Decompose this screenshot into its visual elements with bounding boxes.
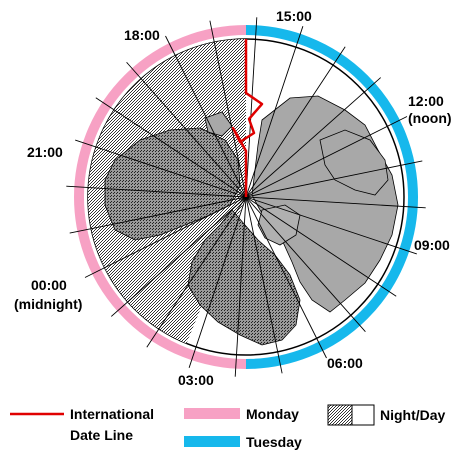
hour-label-00-note: (midnight) bbox=[14, 296, 82, 312]
monday-ring bbox=[74, 25, 247, 369]
tuesday-ring bbox=[245, 25, 418, 369]
meridian-line bbox=[66, 185, 247, 198]
legend-day-swatch bbox=[351, 404, 375, 426]
meridian-line bbox=[188, 196, 247, 368]
meridian-line bbox=[245, 196, 426, 209]
hour-label-15: 15:00 bbox=[276, 8, 312, 24]
legend-date-line-label-2: Date Line bbox=[70, 427, 133, 443]
land-greenland bbox=[257, 204, 301, 246]
hour-label-09: 09:00 bbox=[414, 237, 450, 253]
meridian-line bbox=[75, 139, 247, 198]
meridian-line bbox=[245, 196, 417, 255]
hour-label-18: 18:00 bbox=[124, 27, 160, 43]
legend-night-day-label: Night/Day bbox=[380, 407, 446, 423]
legend-monday-swatch bbox=[184, 408, 240, 419]
meridian-line bbox=[245, 46, 346, 198]
legend-tuesday-swatch bbox=[184, 436, 240, 447]
international-date-line bbox=[231, 39, 264, 197]
land-japan bbox=[204, 111, 233, 137]
meridian-line bbox=[209, 20, 247, 198]
meridian-line bbox=[245, 17, 258, 198]
legend: International Date Line Monday Tuesday N… bbox=[10, 404, 446, 450]
meridian-line bbox=[126, 62, 247, 198]
meridian-line bbox=[95, 97, 247, 198]
hour-label-03: 03:00 bbox=[178, 372, 214, 388]
meridian-line bbox=[84, 196, 247, 278]
hour-label-00: 00:00 bbox=[31, 277, 67, 293]
hour-label-12-note: (noon) bbox=[408, 110, 452, 126]
legend-date-line-label-1: International bbox=[70, 406, 154, 422]
meridian-line bbox=[245, 26, 304, 198]
meridian-line bbox=[245, 196, 327, 359]
meridian-line bbox=[245, 196, 366, 332]
land-north-america bbox=[187, 209, 301, 346]
meridian-line bbox=[245, 196, 283, 374]
hour-label-12: 12:00 bbox=[408, 93, 444, 109]
legend-tuesday-label: Tuesday bbox=[246, 434, 302, 450]
meridian-line bbox=[165, 35, 247, 198]
meridian-line bbox=[245, 160, 423, 198]
meridian-line bbox=[111, 196, 247, 317]
legend-monday-label: Monday bbox=[246, 406, 299, 422]
meridian-line bbox=[245, 77, 381, 198]
meridian-line bbox=[146, 196, 247, 348]
meridian-line bbox=[245, 116, 408, 198]
meridian-line bbox=[245, 196, 397, 297]
hour-label-21: 21:00 bbox=[27, 144, 63, 160]
hour-label-06: 06:00 bbox=[327, 355, 363, 371]
meridian-line bbox=[69, 196, 247, 234]
meridian-lines bbox=[66, 17, 426, 377]
meridian-line bbox=[234, 196, 247, 377]
legend-night-swatch bbox=[327, 404, 353, 426]
